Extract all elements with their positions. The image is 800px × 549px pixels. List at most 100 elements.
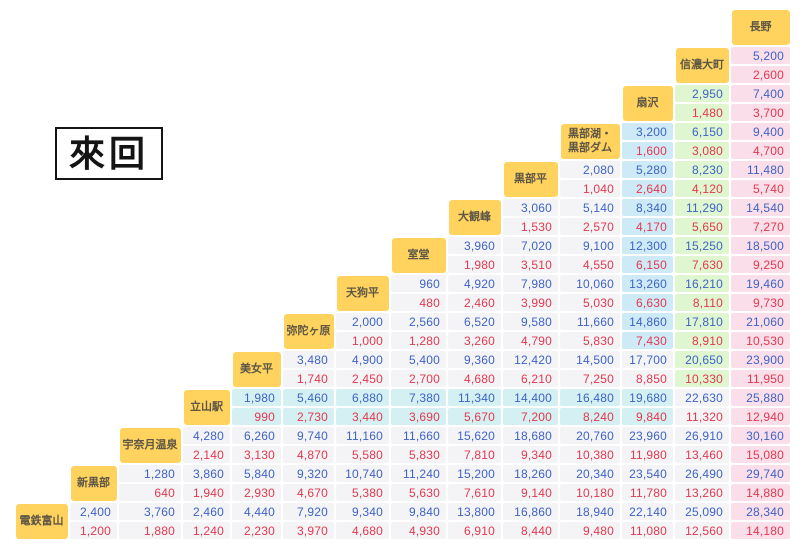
fare-child-cell: 11,950 xyxy=(731,370,790,387)
fare-child-cell: 7,270 xyxy=(731,218,790,235)
fare-adult-cell: 3,200 xyxy=(622,123,673,140)
fare-adult-cell: 9,340 xyxy=(336,503,389,520)
fare-child-cell: 1,480 xyxy=(675,104,729,121)
fare-adult-cell: 21,060 xyxy=(731,313,790,330)
fare-child-cell: 3,080 xyxy=(675,142,729,159)
fare-adult-cell: 6,150 xyxy=(675,123,729,140)
fare-child-cell: 12,560 xyxy=(675,522,729,539)
fare-child-cell: 1,200 xyxy=(70,522,117,539)
fare-child-cell: 5,030 xyxy=(560,294,620,311)
fare-child-cell: 3,130 xyxy=(232,446,281,463)
fare-adult-cell: 9,100 xyxy=(560,237,620,254)
fare-child-cell: 4,170 xyxy=(622,218,673,235)
fare-adult-cell: 4,280 xyxy=(183,427,230,444)
fare-child-cell: 10,180 xyxy=(560,484,620,501)
fare-child-cell: 3,260 xyxy=(448,332,501,349)
fare-adult-cell: 26,490 xyxy=(675,465,729,482)
fare-child-cell: 9,250 xyxy=(731,256,790,273)
fare-child-cell: 4,870 xyxy=(283,446,334,463)
fare-child-cell: 4,680 xyxy=(448,370,501,387)
fare-child-cell: 2,700 xyxy=(391,370,446,387)
fare-adult-cell: 2,080 xyxy=(560,161,620,178)
fare-child-cell: 9,840 xyxy=(622,408,673,425)
fare-child-cell: 9,730 xyxy=(731,294,790,311)
fare-child-cell: 3,700 xyxy=(731,104,790,121)
fare-adult-cell: 11,160 xyxy=(336,427,389,444)
fare-adult-cell: 14,860 xyxy=(622,313,673,330)
station-header-4: 美女平 xyxy=(232,351,281,387)
fare-adult-cell: 14,500 xyxy=(560,351,620,368)
fare-adult-cell: 3,760 xyxy=(119,503,181,520)
station-header-8: 大観峰 xyxy=(448,199,501,235)
fare-child-cell: 2,600 xyxy=(731,66,790,83)
fare-child-cell: 2,930 xyxy=(232,484,281,501)
fare-child-cell: 11,320 xyxy=(675,408,729,425)
fare-child-cell: 13,260 xyxy=(675,484,729,501)
fare-child-cell: 1,940 xyxy=(183,484,230,501)
fare-adult-cell: 6,880 xyxy=(336,389,389,406)
fare-child-cell: 5,580 xyxy=(336,446,389,463)
fare-child-cell: 1,980 xyxy=(448,256,501,273)
fare-child-cell: 480 xyxy=(391,294,446,311)
fare-adult-cell: 5,280 xyxy=(622,161,673,178)
fare-child-cell: 4,670 xyxy=(283,484,334,501)
station-header-11: 扇沢 xyxy=(622,85,673,121)
fare-adult-cell: 15,200 xyxy=(448,465,501,482)
station-header-2: 宇奈月温泉 xyxy=(119,427,181,463)
fare-adult-cell: 5,400 xyxy=(391,351,446,368)
fare-adult-cell: 1,980 xyxy=(232,389,281,406)
fare-adult-cell: 18,940 xyxy=(560,503,620,520)
fare-adult-cell: 18,680 xyxy=(503,427,558,444)
station-header-6: 天狗平 xyxy=(336,275,389,311)
fare-child-cell: 3,690 xyxy=(391,408,446,425)
fare-adult-cell: 25,090 xyxy=(675,503,729,520)
station-header-7: 室堂 xyxy=(391,237,446,273)
fare-adult-cell: 5,200 xyxy=(731,47,790,64)
fare-adult-cell: 9,360 xyxy=(448,351,501,368)
fare-adult-cell: 22,140 xyxy=(622,503,673,520)
station-header-3: 立山駅 xyxy=(183,389,230,425)
fare-adult-cell: 8,230 xyxy=(675,161,729,178)
fare-child-cell: 6,630 xyxy=(622,294,673,311)
fare-child-cell: 5,670 xyxy=(448,408,501,425)
fare-child-cell: 8,110 xyxy=(675,294,729,311)
fare-child-cell: 1,880 xyxy=(119,522,181,539)
fare-adult-cell: 5,460 xyxy=(283,389,334,406)
fare-child-cell: 2,230 xyxy=(232,522,281,539)
fare-adult-cell: 6,260 xyxy=(232,427,281,444)
fare-child-cell: 1,000 xyxy=(336,332,389,349)
fare-child-cell: 1,280 xyxy=(391,332,446,349)
fare-child-cell: 5,380 xyxy=(336,484,389,501)
fare-child-cell: 2,640 xyxy=(622,180,673,197)
fare-adult-cell: 2,560 xyxy=(391,313,446,330)
fare-adult-cell: 10,740 xyxy=(336,465,389,482)
fare-child-cell: 8,440 xyxy=(503,522,558,539)
fare-child-cell: 5,740 xyxy=(731,180,790,197)
fare-adult-cell: 15,250 xyxy=(675,237,729,254)
fare-child-cell: 7,610 xyxy=(448,484,501,501)
fare-child-cell: 1,600 xyxy=(622,142,673,159)
fare-adult-cell: 22,630 xyxy=(675,389,729,406)
fare-adult-cell: 7,020 xyxy=(503,237,558,254)
fare-adult-cell: 7,380 xyxy=(391,389,446,406)
fare-adult-cell: 20,340 xyxy=(560,465,620,482)
fare-child-cell: 9,480 xyxy=(560,522,620,539)
fare-child-cell: 8,240 xyxy=(560,408,620,425)
fare-child-cell: 13,460 xyxy=(675,446,729,463)
fare-adult-cell: 8,340 xyxy=(622,199,673,216)
fare-child-cell: 4,120 xyxy=(675,180,729,197)
fare-adult-cell: 19,460 xyxy=(731,275,790,292)
station-header-9: 黒部平 xyxy=(503,161,558,197)
fare-child-cell: 2,450 xyxy=(336,370,389,387)
station-header-12: 信濃大町 xyxy=(675,47,729,83)
fare-child-cell: 990 xyxy=(232,408,281,425)
fare-child-cell: 6,150 xyxy=(622,256,673,273)
fare-adult-cell: 14,540 xyxy=(731,199,790,216)
fare-child-cell: 2,730 xyxy=(283,408,334,425)
fare-matrix: 長野 信濃大町 5,200 2,600 扇沢 2,950 1,480 7,400 3,700 黒部… xyxy=(14,8,792,541)
fare-adult-cell: 29,740 xyxy=(731,465,790,482)
fare-child-cell: 3,970 xyxy=(283,522,334,539)
fare-child-cell: 4,550 xyxy=(560,256,620,273)
fare-child-cell: 5,830 xyxy=(391,446,446,463)
fare-child-cell: 9,340 xyxy=(503,446,558,463)
